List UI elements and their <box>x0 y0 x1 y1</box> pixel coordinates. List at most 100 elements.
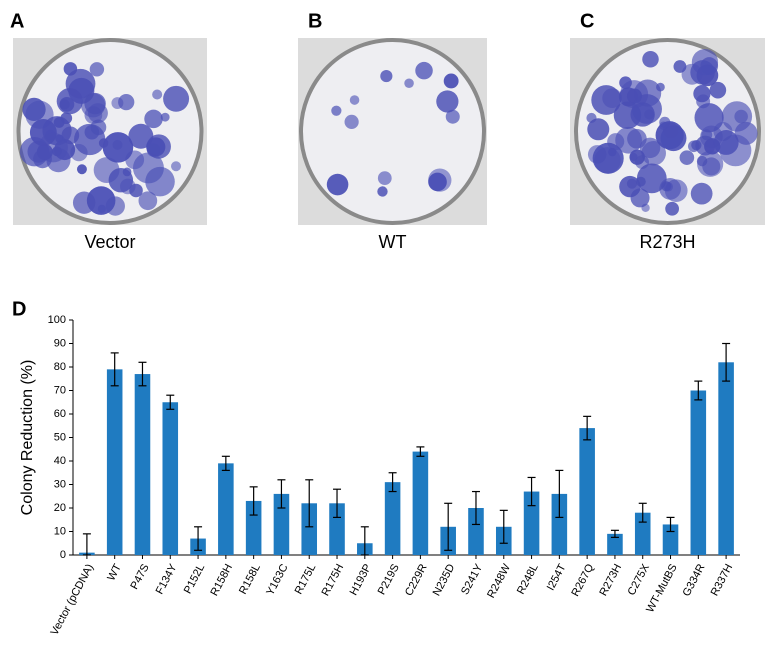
error-bar <box>527 476 536 507</box>
colony <box>679 150 695 165</box>
error-bar <box>110 352 119 387</box>
colony <box>719 134 752 167</box>
error-bar <box>471 490 480 526</box>
error-bar <box>416 446 425 457</box>
colony <box>326 173 349 196</box>
y-tick-label: 10 <box>54 525 66 537</box>
colonies <box>586 48 758 216</box>
panel-letter: A <box>10 10 24 32</box>
colony <box>38 132 68 163</box>
colony <box>415 61 433 80</box>
bar <box>384 482 401 555</box>
bar <box>690 390 707 555</box>
panel-caption: WT <box>379 232 407 252</box>
colony <box>428 172 447 192</box>
colony <box>98 138 109 148</box>
panel-caption: Vector <box>84 232 135 252</box>
colony <box>380 70 393 83</box>
error-bar <box>555 469 564 519</box>
colony <box>404 78 414 89</box>
colonies <box>19 62 190 216</box>
colony <box>665 201 680 216</box>
colony <box>138 191 158 211</box>
colonies <box>326 61 460 197</box>
colony <box>122 167 132 177</box>
dish-rim <box>299 38 486 225</box>
error-bar <box>166 394 175 410</box>
error-bar <box>277 479 286 509</box>
bar <box>607 533 623 555</box>
bar <box>273 493 290 555</box>
bar <box>579 428 595 555</box>
error-bar <box>388 472 397 493</box>
colony <box>697 150 724 177</box>
bar <box>329 503 345 555</box>
colony <box>663 181 674 192</box>
colony <box>377 186 388 197</box>
colony <box>695 135 716 156</box>
bar <box>523 491 540 555</box>
colony <box>673 60 687 73</box>
y-tick-label: 50 <box>54 431 66 443</box>
y-tick-label: 100 <box>48 314 66 326</box>
colony <box>145 166 175 197</box>
y-axis-label: Colony Reduction (%) <box>19 360 36 516</box>
y-tick-label: 90 <box>54 337 66 349</box>
colony <box>112 139 123 150</box>
colony <box>125 150 145 170</box>
bar <box>718 362 734 555</box>
colony <box>377 171 392 185</box>
colony <box>163 85 190 112</box>
y-tick-label: 30 <box>54 478 66 490</box>
error-bar <box>694 380 703 401</box>
panel-letter: D <box>12 298 26 320</box>
error-bar <box>333 488 342 519</box>
y-tick-label: 40 <box>54 455 66 467</box>
y-tick-label: 0 <box>60 549 66 561</box>
bar <box>162 402 179 555</box>
colony <box>700 57 719 75</box>
error-bar <box>638 502 647 523</box>
colony <box>89 62 105 77</box>
error-bar <box>305 479 314 528</box>
colony <box>59 99 70 110</box>
colony <box>436 90 459 113</box>
colony <box>619 76 632 90</box>
colony <box>344 114 359 129</box>
colony <box>97 204 106 213</box>
bar <box>134 374 151 555</box>
error-bar <box>360 526 369 556</box>
colony <box>331 105 342 116</box>
bar <box>468 508 484 555</box>
error-bar <box>583 415 592 441</box>
y-tick-label: 20 <box>54 502 66 514</box>
colony <box>607 133 625 151</box>
colony <box>128 123 154 149</box>
colony <box>171 161 182 172</box>
colony <box>152 89 163 100</box>
colony <box>693 85 711 103</box>
colony <box>594 147 621 174</box>
error-bar <box>138 361 147 387</box>
error-bar <box>221 455 230 471</box>
colony <box>118 93 135 111</box>
error-bar <box>666 516 675 533</box>
colony <box>641 203 650 213</box>
colony <box>691 140 702 151</box>
colony <box>734 109 748 124</box>
error-bar <box>194 526 203 551</box>
colony <box>160 112 170 122</box>
colony <box>709 81 727 99</box>
panel-caption: R273H <box>639 232 695 252</box>
bar <box>551 493 568 555</box>
colony <box>632 94 662 124</box>
bar <box>106 369 123 555</box>
colony <box>144 109 163 129</box>
colony <box>641 140 666 166</box>
colony <box>694 103 724 133</box>
panel-letter: C <box>580 10 594 32</box>
error-bar <box>722 342 731 382</box>
colony <box>80 93 106 118</box>
colony <box>76 164 87 175</box>
y-tick-label: 60 <box>54 408 66 420</box>
